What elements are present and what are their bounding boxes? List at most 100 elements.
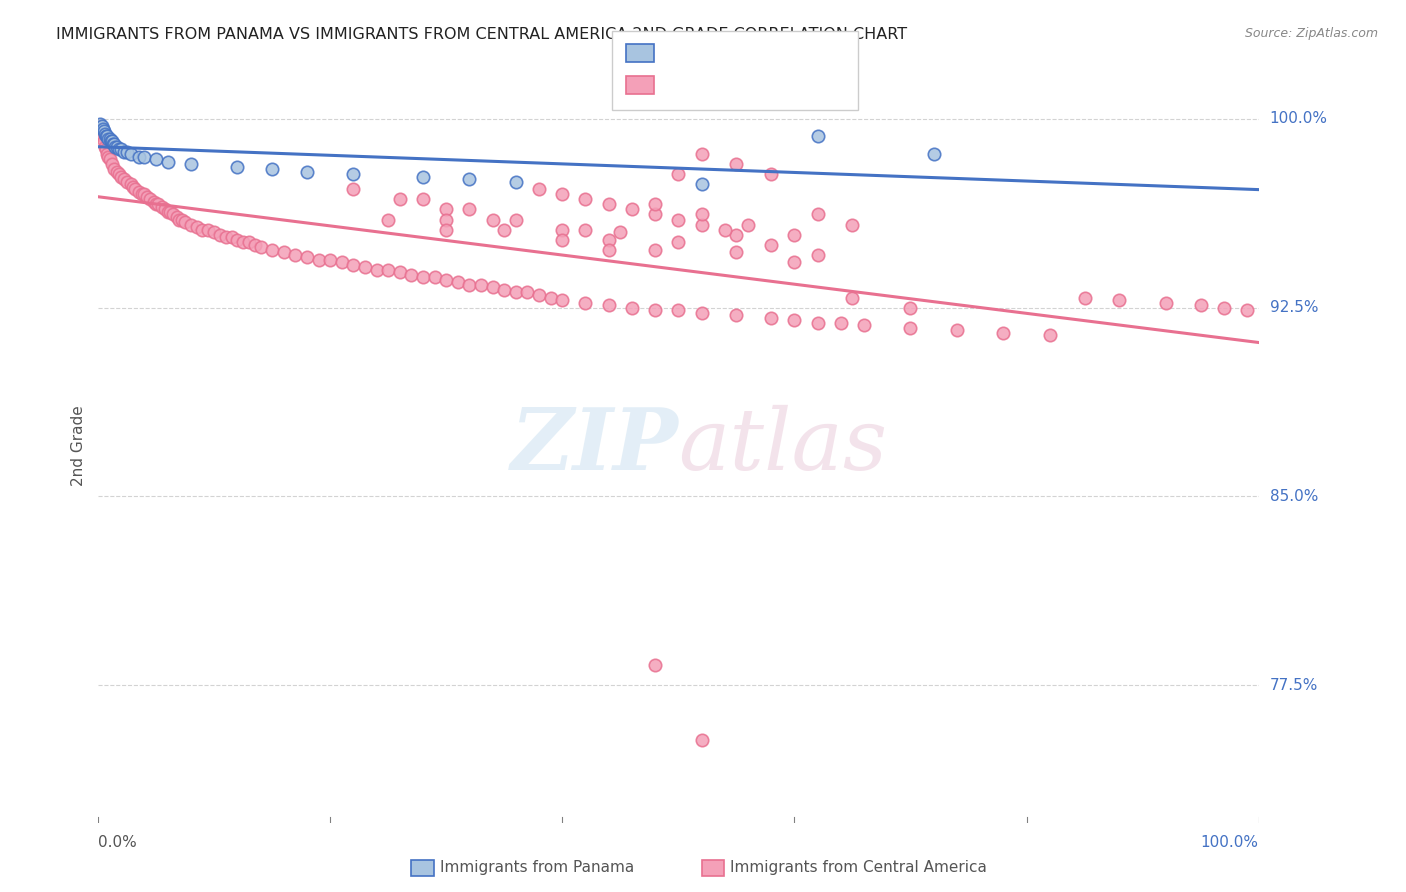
Text: Source: ZipAtlas.com: Source: ZipAtlas.com <box>1244 27 1378 40</box>
Point <box>725 245 748 260</box>
Text: R =: R = <box>662 78 690 92</box>
Point <box>458 172 481 186</box>
Point <box>90 124 112 138</box>
Point <box>690 218 713 232</box>
Point <box>527 288 550 302</box>
Point <box>807 248 830 262</box>
Point <box>128 150 150 164</box>
Point <box>505 212 527 227</box>
Point <box>470 277 492 292</box>
Point <box>759 167 782 181</box>
Point <box>598 243 620 257</box>
Point <box>112 172 135 186</box>
Text: 136: 136 <box>789 78 821 92</box>
Point <box>574 295 596 310</box>
Text: Immigrants from Panama: Immigrants from Panama <box>440 861 634 875</box>
Point <box>783 313 806 327</box>
Point <box>737 218 759 232</box>
Text: Immigrants from Central America: Immigrants from Central America <box>730 861 987 875</box>
Point <box>342 167 364 181</box>
Point <box>103 136 125 151</box>
Point <box>226 160 249 174</box>
Point <box>481 212 503 227</box>
Point <box>725 157 748 171</box>
Point <box>186 220 208 235</box>
Point <box>148 197 170 211</box>
Point <box>1212 301 1234 315</box>
Point <box>174 215 197 229</box>
Text: R =: R = <box>662 45 690 60</box>
Point <box>666 303 689 318</box>
Point <box>1189 298 1212 312</box>
Point <box>94 139 117 153</box>
Text: N =: N = <box>752 78 782 92</box>
Point <box>342 182 364 196</box>
Point <box>124 182 146 196</box>
Point <box>574 222 596 236</box>
Point <box>110 142 132 156</box>
Point <box>93 135 115 149</box>
Point <box>540 291 562 305</box>
Point <box>166 210 188 224</box>
Point <box>759 237 782 252</box>
Point <box>993 326 1015 340</box>
Point <box>110 169 132 184</box>
Point <box>93 124 115 138</box>
Point <box>104 139 127 153</box>
Y-axis label: 2nd Grade: 2nd Grade <box>72 406 86 486</box>
Point <box>807 207 830 221</box>
Point <box>155 202 177 217</box>
Point <box>388 265 411 279</box>
Point <box>551 293 574 307</box>
Point <box>759 310 782 325</box>
Point <box>96 142 118 156</box>
Point <box>159 205 181 219</box>
Point <box>319 252 342 267</box>
Point <box>91 129 114 144</box>
Point <box>98 152 121 166</box>
Point <box>120 178 142 192</box>
Point <box>690 305 713 319</box>
Point <box>725 308 748 322</box>
Point <box>783 227 806 242</box>
Point <box>215 230 238 244</box>
Point <box>377 212 399 227</box>
Text: atlas: atlas <box>678 405 887 487</box>
Point <box>1073 291 1095 305</box>
Point <box>434 212 457 227</box>
Point <box>574 193 596 207</box>
Point <box>1236 303 1258 318</box>
Point <box>169 212 191 227</box>
Point <box>100 135 122 149</box>
Text: IMMIGRANTS FROM PANAMA VS IMMIGRANTS FROM CENTRAL AMERICA 2ND GRADE CORRELATION : IMMIGRANTS FROM PANAMA VS IMMIGRANTS FRO… <box>56 27 907 42</box>
Point <box>666 235 689 249</box>
Point <box>232 235 254 249</box>
Point <box>262 162 284 177</box>
Point <box>243 237 266 252</box>
Point <box>644 657 666 672</box>
Point <box>108 167 131 181</box>
Point <box>94 127 117 141</box>
Point <box>783 255 806 269</box>
Point <box>197 222 219 236</box>
Point <box>330 255 353 269</box>
Point <box>202 225 225 239</box>
Point <box>97 150 120 164</box>
Point <box>598 298 620 312</box>
Text: 0.430: 0.430 <box>700 45 748 60</box>
Point <box>666 212 689 227</box>
Point <box>145 197 167 211</box>
Point <box>134 187 156 202</box>
Point <box>115 175 138 189</box>
Point <box>295 250 318 264</box>
Point <box>434 222 457 236</box>
Text: 35: 35 <box>789 45 810 60</box>
Point <box>105 139 128 153</box>
Point <box>690 178 713 192</box>
Point <box>131 187 153 202</box>
Point <box>447 276 470 290</box>
Point <box>134 150 156 164</box>
Point <box>841 291 863 305</box>
Point <box>135 190 157 204</box>
Point <box>128 185 150 199</box>
